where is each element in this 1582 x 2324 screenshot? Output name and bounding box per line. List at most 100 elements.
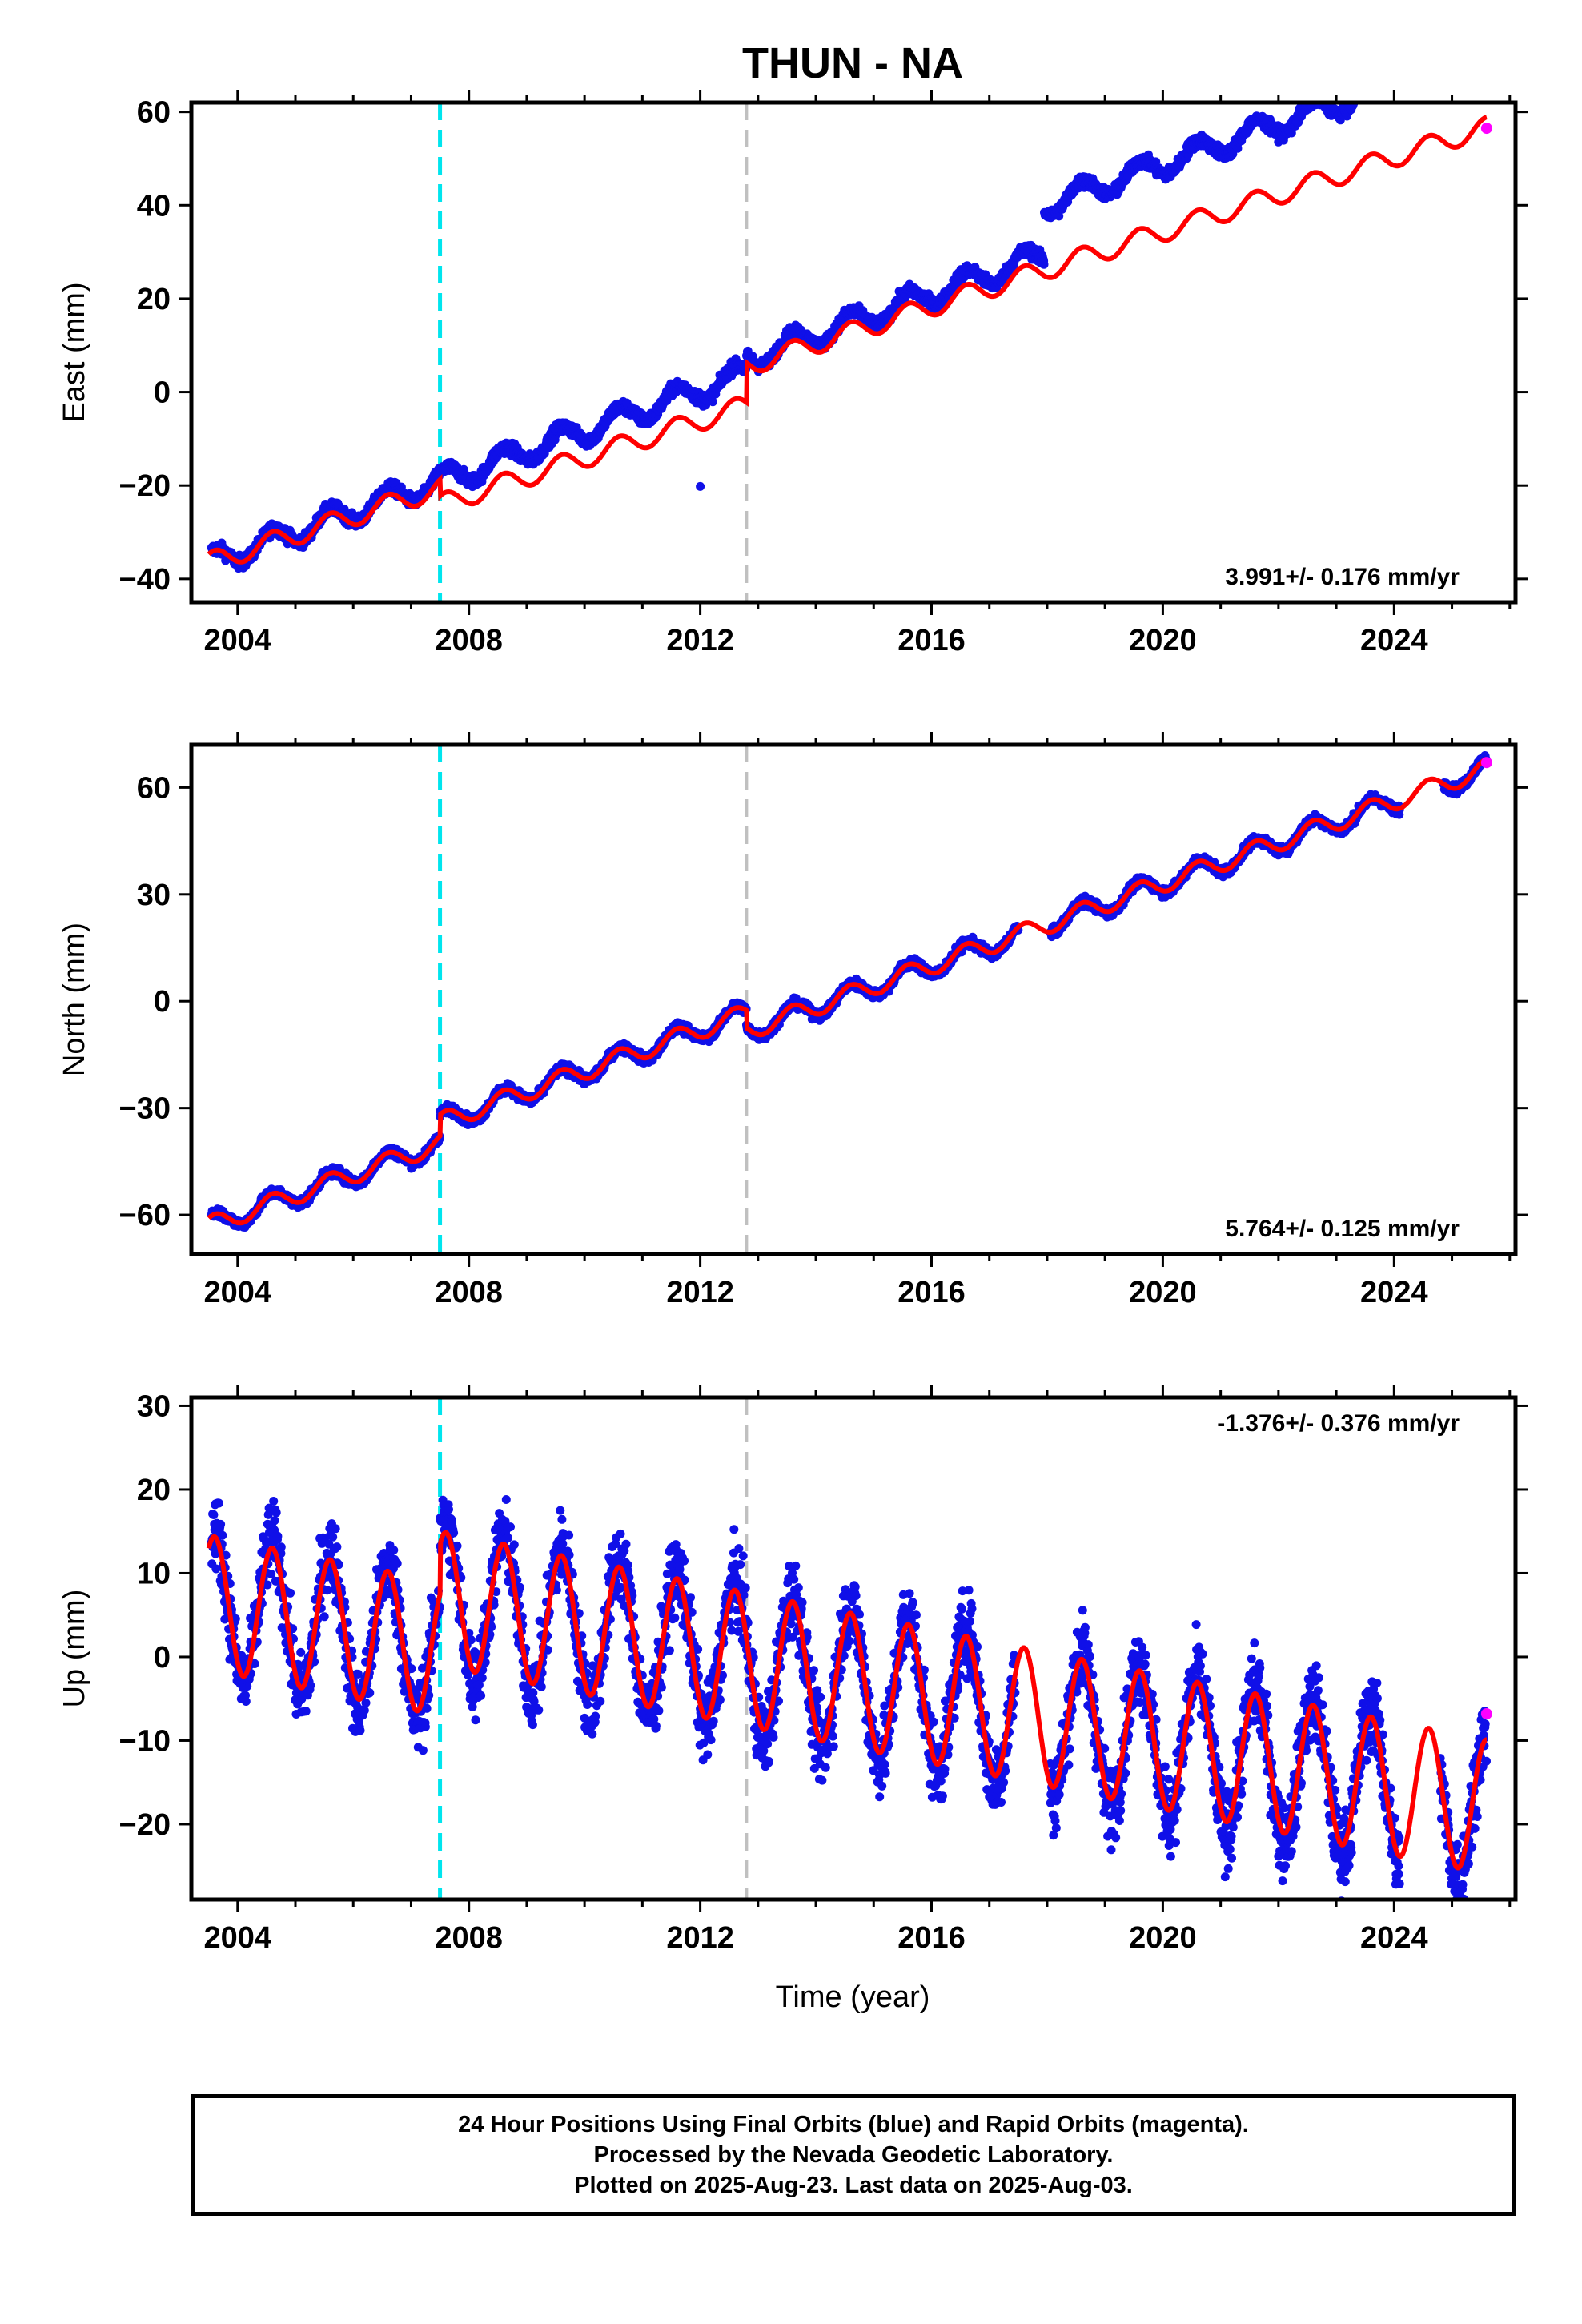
data-point [1455, 61, 1464, 70]
data-point [1476, 38, 1485, 46]
data-point [1384, 82, 1393, 90]
data-point [1480, 38, 1489, 46]
data-point [1467, 49, 1476, 58]
x-tick-label: 2024 [1360, 624, 1428, 657]
data-point [1452, 74, 1460, 82]
data-point [1367, 79, 1375, 88]
data-point [1480, 36, 1488, 45]
data-point [1383, 90, 1392, 99]
data-point [1356, 80, 1365, 89]
data-point [1443, 63, 1452, 72]
data-point [1468, 42, 1477, 51]
data-point [1459, 66, 1468, 75]
data-point [1474, 40, 1483, 49]
data-point [1362, 81, 1371, 90]
data-point [1375, 77, 1384, 86]
data-point [1455, 67, 1464, 76]
data-point [1359, 84, 1367, 93]
data-point [1443, 64, 1452, 73]
data-point [1468, 54, 1477, 62]
data-point [1441, 63, 1450, 72]
data-point [1351, 91, 1360, 100]
data-point [1383, 80, 1391, 89]
data-point [1481, 41, 1490, 50]
data-point [1355, 86, 1364, 94]
data-point [1460, 63, 1469, 72]
data-point [1368, 78, 1377, 86]
data-point [1460, 68, 1469, 77]
final-orbit-points [207, 751, 1491, 1232]
data-point [1463, 58, 1472, 66]
data-point [1351, 92, 1359, 101]
data-point [1469, 47, 1478, 56]
data-point [1356, 86, 1365, 94]
data-point [1359, 82, 1368, 91]
data-point [1388, 82, 1397, 91]
data-point [1446, 68, 1455, 77]
data-point [1356, 87, 1365, 96]
x-tick-label: 2012 [666, 624, 734, 657]
data-point [1452, 69, 1461, 78]
data-point [1311, 93, 1319, 102]
data-point [1471, 46, 1480, 54]
data-point [1357, 84, 1366, 93]
panel-north: 2004 2008 2012 2016 2020 2024−60−3003060North… [58, 732, 1528, 1309]
data-point [1372, 76, 1381, 85]
data-point [1361, 86, 1370, 94]
data-point [1450, 65, 1459, 74]
data-point [1362, 81, 1371, 90]
data-point [1367, 78, 1376, 86]
data-point [1461, 60, 1470, 69]
x-tick-label: 2008 [435, 624, 503, 657]
data-point [1480, 38, 1489, 47]
data-point [1382, 80, 1391, 89]
data-point [1359, 86, 1368, 95]
data-point [1391, 92, 1400, 101]
data-point [1355, 85, 1364, 94]
data-point [1457, 61, 1466, 70]
data-point [1470, 53, 1479, 62]
data-point [1459, 60, 1468, 69]
data-point [1380, 74, 1389, 83]
data-point [1444, 66, 1453, 74]
data-point [1480, 36, 1488, 45]
data-point [1371, 75, 1380, 84]
data-point [1477, 38, 1486, 46]
data-point [1359, 85, 1367, 94]
data-point [1371, 73, 1379, 82]
data-point [1385, 84, 1394, 93]
data-point [1384, 81, 1393, 90]
data-point [1385, 87, 1394, 96]
data-point [1447, 74, 1456, 83]
data-point [1467, 54, 1476, 62]
data-point [1318, 92, 1327, 101]
data-point [1478, 37, 1487, 46]
y-tick-label: 40 [137, 189, 171, 223]
data-point [1368, 71, 1377, 80]
data-point [1371, 74, 1380, 82]
data-point [1442, 62, 1451, 70]
data-point [1375, 78, 1383, 86]
data-point [1482, 33, 1491, 42]
data-point [1458, 66, 1467, 74]
data-point [1378, 77, 1387, 86]
data-point [1366, 75, 1375, 84]
data-point [1456, 61, 1464, 70]
data-point [1477, 36, 1486, 45]
data-point [1439, 58, 1448, 66]
data-point [1477, 39, 1486, 48]
data-point [1369, 72, 1378, 81]
data-point [1473, 40, 1482, 49]
data-point [1363, 73, 1372, 82]
data-point [1364, 76, 1373, 85]
data-point [1369, 73, 1378, 82]
data-point [1357, 84, 1366, 93]
x-tick-label: 2004 [204, 624, 272, 657]
data-point [1456, 69, 1465, 78]
plot-frame [189, 100, 1518, 605]
data-point [1464, 58, 1472, 66]
data-point [1447, 65, 1456, 74]
data-point [1394, 90, 1403, 99]
data-point [1450, 63, 1459, 72]
data-point [1383, 84, 1392, 93]
